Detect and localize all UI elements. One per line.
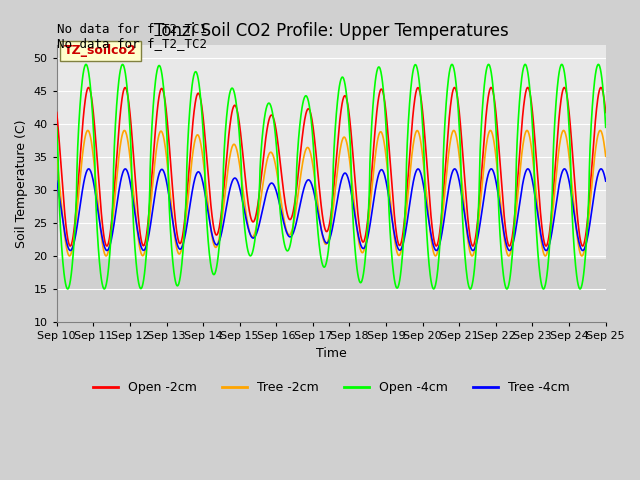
Open -2cm	[53, 109, 61, 115]
Y-axis label: Soil Temperature (C): Soil Temperature (C)	[15, 119, 28, 248]
Tree -4cm	[236, 187, 244, 193]
Open -2cm	[236, 127, 244, 133]
Open -2cm	[538, 217, 545, 223]
Tree -4cm	[161, 174, 169, 180]
Bar	[57, 259, 605, 322]
Line: Tree -4cm: Tree -4cm	[57, 169, 605, 251]
Open -2cm	[488, 84, 495, 90]
Legend: Open -2cm, Tree -2cm, Open -4cm, Tree -4cm: Open -2cm, Tree -2cm, Open -4cm, Tree -4…	[88, 376, 574, 399]
Open -4cm	[488, 78, 496, 84]
Tree -4cm	[488, 167, 496, 172]
Open -4cm	[484, 61, 492, 67]
Open -4cm	[417, 89, 424, 95]
Tree -2cm	[602, 154, 609, 159]
Tree -2cm	[175, 251, 182, 257]
Tree -2cm	[486, 128, 494, 133]
Open -4cm	[538, 280, 545, 286]
Open -4cm	[602, 124, 609, 130]
Open -4cm	[503, 286, 511, 292]
Tree -4cm	[417, 169, 424, 175]
Open -2cm	[161, 101, 169, 107]
Line: Open -2cm: Open -2cm	[57, 87, 605, 246]
Tree -2cm	[53, 154, 61, 159]
Tree -4cm	[538, 234, 545, 240]
Open -4cm	[236, 144, 244, 150]
Open -2cm	[175, 239, 182, 245]
Open -2cm	[469, 243, 477, 249]
Text: TZ_soilco2: TZ_soilco2	[64, 45, 137, 58]
Tree -2cm	[468, 253, 476, 259]
X-axis label: Time: Time	[316, 347, 347, 360]
Tree -4cm	[602, 178, 609, 184]
Tree -2cm	[161, 145, 169, 151]
Title: Tonzi Soil CO2 Profile: Upper Temperatures: Tonzi Soil CO2 Profile: Upper Temperatur…	[154, 22, 509, 40]
Tree -4cm	[524, 166, 532, 172]
Open -2cm	[489, 88, 497, 94]
Tree -2cm	[489, 132, 497, 138]
Open -4cm	[175, 281, 182, 287]
Tree -4cm	[53, 178, 61, 184]
Tree -2cm	[236, 166, 244, 172]
Open -4cm	[161, 108, 169, 114]
Open -4cm	[53, 124, 61, 130]
Tree -2cm	[417, 136, 424, 142]
Text: No data for f_T2_TC1
No data for f_T2_TC2: No data for f_T2_TC1 No data for f_T2_TC…	[57, 23, 207, 50]
Open -2cm	[417, 91, 424, 97]
Tree -4cm	[506, 248, 513, 253]
Open -2cm	[602, 109, 609, 115]
Line: Tree -2cm: Tree -2cm	[57, 131, 605, 256]
Tree -2cm	[538, 238, 545, 244]
Tree -4cm	[175, 245, 182, 251]
Line: Open -4cm: Open -4cm	[57, 64, 605, 289]
